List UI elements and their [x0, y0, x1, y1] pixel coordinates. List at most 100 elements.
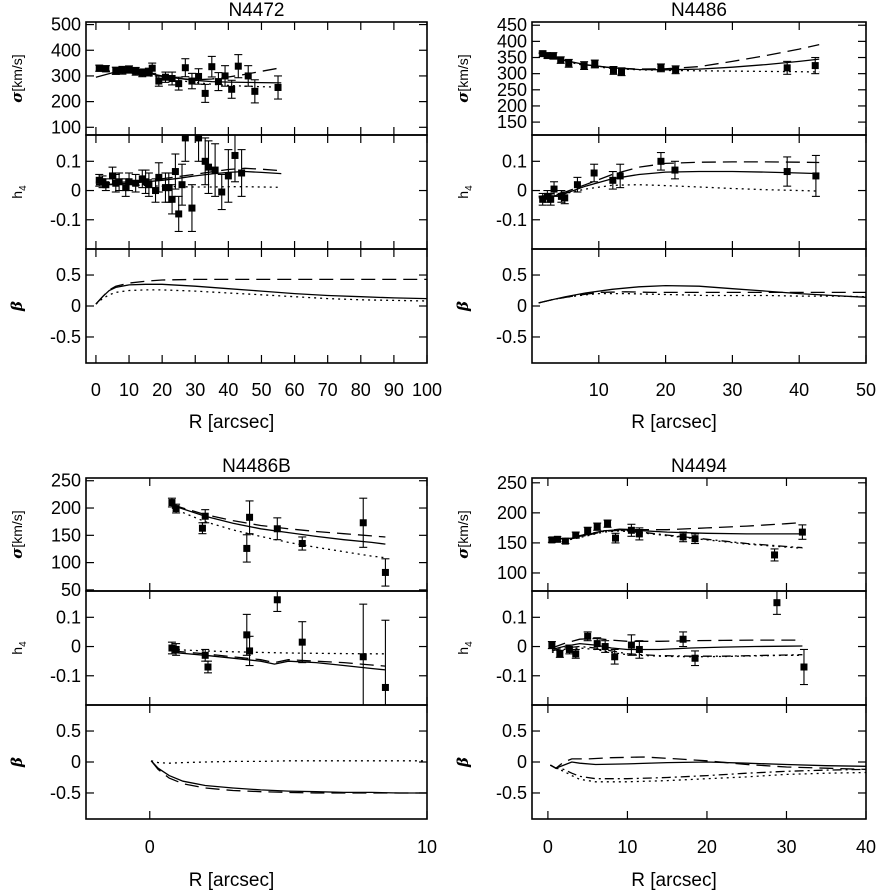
n4472-xtick-label: 80 [351, 380, 371, 400]
n4486b-sigma-data-point [243, 544, 251, 552]
n4494-sigma-data-point [593, 523, 601, 531]
n4494-h4-ylabel-sub: 4 [464, 641, 475, 647]
n4486-xtick-label: 50 [856, 380, 876, 400]
n4472-h4-data-point [155, 173, 163, 181]
n4486b-h4-data-point [243, 631, 251, 639]
n4472-h4-data-point [178, 181, 186, 189]
n4472-beta-model-dotted [95, 289, 427, 305]
n4494-h4-data-point [548, 641, 556, 649]
n4486-sigma-ylabel-text: [km/s] [455, 54, 471, 91]
n4486-sigma-frame [531, 21, 867, 136]
n4486-beta-ytick-label: 0.5 [502, 265, 527, 285]
n4486-h4-data-point [812, 172, 820, 180]
n4486b-h4-data-point [273, 596, 281, 604]
n4472-sigma-ylabel: σ[km/s] [8, 54, 26, 102]
n4472-sigma-ytick-label: 100 [51, 117, 81, 137]
n4486-h4-data-point [616, 172, 624, 180]
n4486b-xtick-label: 10 [417, 837, 437, 857]
n4472-beta-ylabel: β [8, 301, 26, 312]
n4472-sigma-data-point [138, 69, 146, 77]
n4472-sigma-data-point [181, 64, 189, 72]
n4486-sigma-ytick-label: 300 [497, 64, 527, 84]
n4486b-xtick-label: 0 [145, 837, 155, 857]
n4494-beta-model-dashdot [549, 764, 866, 780]
n4472-h4-data-point [231, 151, 239, 159]
n4472-h4-data-point [188, 204, 196, 212]
n4472-h4-data-point [211, 166, 219, 174]
n4486b-sigma-ylabel: σ[km/s] [8, 510, 26, 558]
n4472-h4-data-point [238, 169, 246, 177]
n4486b-h4-data-point [204, 663, 212, 671]
n4486b-beta-ylabel: β [8, 757, 26, 768]
n4494-sigma-ylabel-greek: σ [454, 547, 472, 559]
n4472-sigma-data-point [168, 75, 176, 82]
n4486b-beta-ytick-label: -0.5 [50, 783, 81, 803]
n4486-sigma-data-point [543, 52, 551, 60]
n4486b-h4-model-dashed [171, 650, 386, 667]
n4486-xtick-label: 10 [589, 380, 609, 400]
n4472-h4-ytick-label: 0 [71, 181, 81, 201]
n4472-sigma-data-point [118, 66, 126, 74]
n4472-h4-data-point [122, 184, 130, 192]
n4494-sigma-data-point [635, 530, 643, 538]
n4494-beta-ytick-label: 0.5 [502, 721, 527, 741]
n4472-sigma-data-point [148, 64, 156, 72]
n4486b-beta-ytick-label: 0 [71, 752, 81, 772]
n4486b-beta-model-solid [150, 760, 427, 794]
n4494-sigma-data-point [627, 526, 635, 534]
n4486-beta-model-dotted [538, 292, 866, 304]
n4472-title: N4472 [229, 0, 285, 21]
n4486-beta-ytick-label: -0.5 [496, 327, 527, 347]
n4486b-h4-ytick-label: 0.1 [56, 607, 81, 627]
n4472-xtick-label: 70 [318, 380, 338, 400]
n4472-beta-ytick-label: 0 [71, 296, 81, 316]
n4486-h4-ylabel: h4 [455, 185, 475, 199]
n4472-h4-data-point [195, 134, 203, 142]
n4472-sigma-data-point [95, 64, 103, 72]
n4486-h4-ylabel-text: h [455, 191, 471, 199]
n4472-xtick-label: 40 [218, 380, 238, 400]
n4486-h4-ytick-label: 0.1 [502, 151, 527, 171]
n4486-sigma-data-point [565, 59, 573, 67]
n4494-xtick-label: 20 [697, 837, 717, 857]
n4472-sigma-data-point [221, 72, 229, 80]
n4472-h4-model-solid [95, 170, 282, 186]
n4486-h4-data-point [573, 181, 581, 189]
n4494-h4-model-solid [551, 642, 803, 651]
n4472-xtick-label: 0 [91, 380, 101, 400]
n4486-beta-model-dashed [538, 291, 866, 304]
n4486b-sigma-ytick-label: 250 [51, 471, 81, 491]
n4472-sigma-data-point [234, 62, 242, 70]
n4472-xlabel: R [arcsec] [189, 412, 275, 433]
n4472-sigma-data-point [112, 67, 120, 75]
n4494-beta-model-dashed [549, 756, 866, 771]
n4486-h4-data-point [547, 195, 555, 203]
n4472-xtick-label: 100 [412, 380, 442, 400]
n4472-sigma-data-point [145, 68, 153, 76]
n4486b-sigma-ytick-label: 150 [51, 525, 81, 545]
n4486b-sigma-data-point [359, 519, 367, 527]
n4486-sigma-ylabel-greek: σ [454, 91, 472, 103]
n4472-h4-data-point [218, 188, 226, 196]
n4494-h4-data-point [773, 599, 781, 607]
n4486b-sigma-model-solid [171, 504, 386, 545]
n4494-h4-data-point [679, 635, 687, 643]
n4494-sigma-ylabel: σ[km/s] [454, 510, 472, 558]
n4494-xtick-label: 30 [776, 837, 796, 857]
n4486-h4-data-point [609, 176, 617, 184]
n4486-sigma-data-point [657, 64, 665, 72]
n4486-sigma-data-point [811, 62, 819, 70]
n4472-h4-data-point [115, 178, 123, 186]
n4472-h4-data-point [132, 179, 140, 187]
n4486-sigma-ytick-label: 450 [497, 15, 527, 35]
n4472-sigma-data-point [244, 72, 252, 80]
n4494-h4-data-point [593, 640, 601, 648]
n4486b-sigma-frame [85, 477, 428, 592]
n4486b-h4-ytick-label: 0 [71, 637, 81, 657]
n4472-beta-model-solid [95, 283, 427, 305]
n4486b-sigma-data-point [298, 540, 306, 548]
n4486b-xlabel: R [arcsec] [189, 870, 275, 891]
n4486-h4-ylabel-sub: 4 [464, 185, 475, 191]
n4472-h4-ytick-label: -0.1 [50, 210, 81, 230]
n4494-sigma-data-point [561, 537, 569, 545]
